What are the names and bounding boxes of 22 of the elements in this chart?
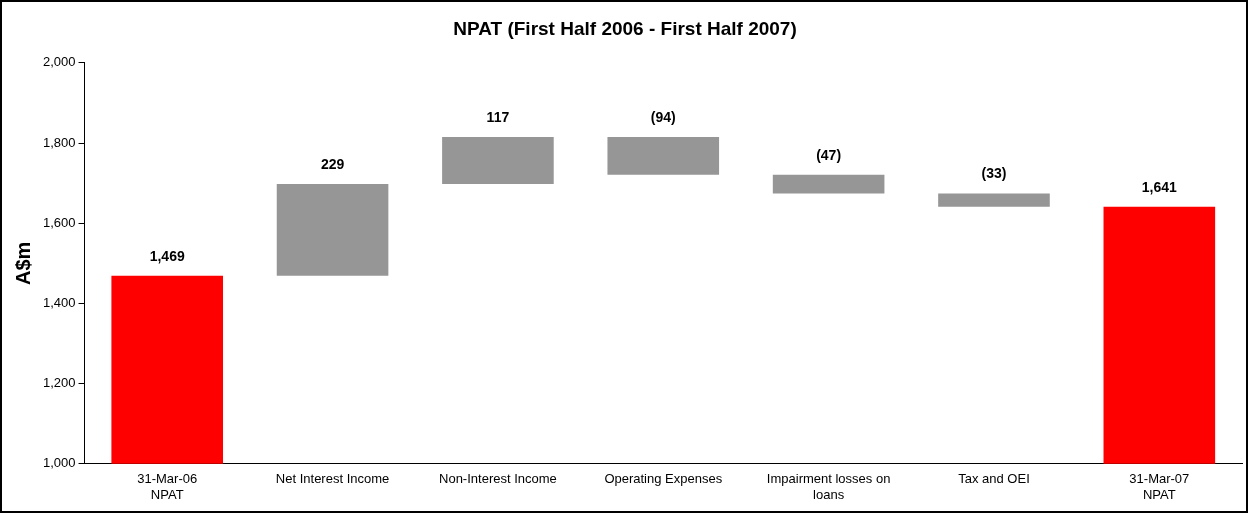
y-tick-label: 1,600 bbox=[42, 214, 76, 230]
x-tick-label: Impairment losses on loans bbox=[766, 471, 891, 502]
data-label: 229 bbox=[320, 155, 345, 172]
y-tick-label: 1,000 bbox=[42, 455, 76, 471]
x-tick-label: Operating Expenses bbox=[604, 471, 723, 487]
x-tick-label: 31-Mar-07 NPAT bbox=[1129, 471, 1190, 502]
data-label: (33) bbox=[981, 165, 1007, 182]
x-tick-label: Tax and OEI bbox=[958, 471, 1030, 487]
y-axis-title: A$m bbox=[11, 241, 34, 285]
x-tick-label: Non-Interest Income bbox=[439, 471, 557, 487]
data-label: (47) bbox=[816, 146, 842, 163]
data-label: 1,641 bbox=[1141, 178, 1178, 195]
data-label: 1,469 bbox=[149, 247, 185, 264]
data-label: (94) bbox=[650, 108, 676, 125]
x-tick-label: 31-Mar-06 NPAT bbox=[137, 471, 198, 502]
y-tick-label: 1,800 bbox=[42, 134, 76, 150]
data-label: 117 bbox=[486, 108, 510, 125]
y-tick-label: 1,200 bbox=[42, 375, 76, 391]
x-tick-label: Net Interest Income bbox=[275, 471, 390, 487]
y-tick-label: 2,000 bbox=[42, 54, 76, 70]
y-tick-label: 1,400 bbox=[42, 294, 76, 310]
chart-title: NPAT (First Half 2006 - First Half 2007) bbox=[453, 17, 797, 39]
